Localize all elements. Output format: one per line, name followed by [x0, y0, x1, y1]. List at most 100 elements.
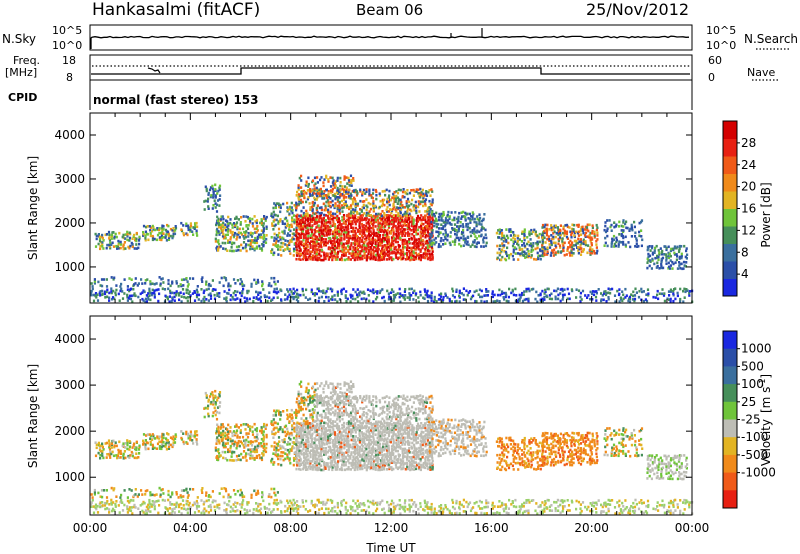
power-cell	[249, 243, 252, 246]
velocity-cell	[251, 448, 254, 451]
power-cell	[91, 285, 94, 288]
velocity-cell	[295, 426, 298, 429]
velocity-cell	[277, 436, 281, 439]
power-cell	[295, 206, 298, 210]
power-cell	[596, 249, 599, 253]
power-cell	[517, 234, 520, 238]
power-cell	[596, 234, 599, 237]
power-cell	[388, 222, 391, 226]
power-cell	[437, 223, 440, 226]
power-cell	[244, 233, 247, 237]
power-cell	[162, 235, 165, 239]
power-cell	[408, 232, 411, 236]
power-cell	[473, 290, 476, 294]
power-cell	[563, 234, 566, 237]
power-cell	[673, 245, 676, 248]
power-cell	[256, 225, 259, 228]
velocity-cell	[152, 436, 155, 440]
power-cell	[526, 248, 529, 251]
power-cell	[384, 220, 387, 223]
power-cell	[172, 227, 175, 230]
power-cell	[356, 228, 359, 232]
power-cell	[265, 234, 268, 237]
power-cell	[293, 242, 296, 245]
power-cell	[521, 291, 524, 295]
velocity-cell	[278, 413, 281, 416]
power-cell	[293, 295, 296, 299]
power-cell	[620, 224, 623, 228]
power-cell	[427, 246, 430, 250]
power-cell	[333, 250, 337, 254]
power-cell	[501, 290, 504, 293]
velocity-cell	[302, 429, 305, 432]
power-cell	[207, 207, 210, 210]
power-cell	[271, 298, 274, 301]
power-cell	[413, 224, 416, 228]
power-cell	[464, 237, 467, 240]
power-cell	[106, 243, 109, 247]
power-cell	[435, 211, 438, 215]
power-cell	[561, 298, 564, 301]
power-cell	[543, 225, 546, 229]
power-cell	[685, 288, 688, 291]
power-cell	[137, 295, 140, 299]
power-data	[90, 174, 694, 304]
velocity-cell	[223, 444, 226, 447]
power-cell	[550, 239, 553, 243]
power-cell	[323, 253, 326, 257]
power-cell	[371, 241, 374, 245]
power-cell	[621, 290, 624, 293]
power-cell	[580, 240, 583, 243]
power-cell	[667, 254, 670, 258]
power-cell	[532, 287, 535, 291]
power-cell	[622, 219, 625, 222]
power-cell	[113, 297, 116, 301]
power-cell	[640, 244, 643, 248]
power-cell	[386, 289, 389, 293]
velocity-cell	[319, 453, 322, 456]
power-cell	[268, 291, 271, 294]
power-cell	[218, 281, 221, 284]
velocity-cell	[302, 447, 305, 451]
power-cell	[376, 218, 380, 222]
power-cell	[373, 250, 376, 253]
power-cell	[611, 237, 614, 241]
velocity-cell	[135, 456, 138, 460]
power-cell	[388, 257, 391, 261]
velocity-cell	[305, 440, 308, 444]
power-cell	[392, 230, 395, 234]
velocity-cell	[301, 438, 304, 441]
power-cell	[485, 290, 488, 293]
velocity-cell	[299, 445, 302, 448]
power-cell	[153, 291, 156, 295]
power-cell	[686, 289, 689, 292]
power-cell	[343, 177, 346, 180]
power-cell	[334, 197, 337, 201]
power-cell	[586, 296, 589, 299]
velocity-cell	[214, 403, 217, 406]
power-cell	[367, 226, 370, 230]
power-cell	[648, 245, 651, 248]
power-cell	[293, 220, 296, 224]
power-cell	[548, 294, 551, 297]
power-cell	[496, 256, 499, 260]
power-cell	[553, 230, 556, 234]
power-cell	[224, 233, 227, 237]
power-cell	[579, 243, 582, 247]
velocity-cell	[128, 456, 131, 459]
power-cell	[505, 293, 508, 297]
power-cell	[644, 298, 647, 301]
power-cell	[496, 299, 499, 302]
velocity-cell	[288, 436, 291, 440]
power-cell	[451, 228, 454, 232]
power-cell	[595, 246, 598, 249]
power-cell	[132, 235, 135, 238]
power-cell	[543, 249, 546, 253]
power-cell	[126, 235, 129, 238]
power-cell	[113, 276, 116, 280]
power-cell	[428, 216, 432, 219]
power-cell	[408, 296, 411, 299]
power-cell	[126, 288, 129, 291]
power-cell	[247, 235, 250, 238]
power-cell	[288, 249, 291, 253]
